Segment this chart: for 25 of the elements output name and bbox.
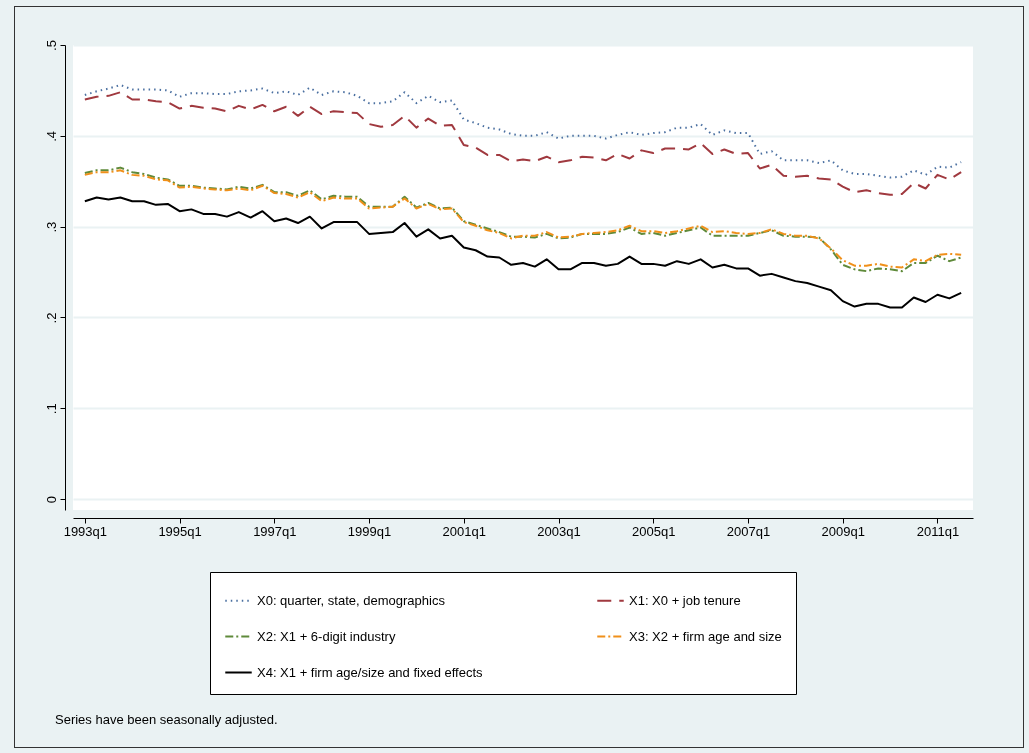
legend-label: X1: X0 + job tenure <box>629 592 741 608</box>
y-tick-label: .3 <box>43 221 59 233</box>
text: Series have been seasonally adjusted. <box>55 712 278 727</box>
y-tick-label: .1 <box>43 403 59 415</box>
x-tick-label: 1997q1 <box>253 523 297 539</box>
x-tick-label: 2007q1 <box>726 523 771 539</box>
x-tick-label: 2009q1 <box>821 523 865 539</box>
x-tick-label: 1993q1 <box>63 523 108 539</box>
x-tick-label: 2003q1 <box>537 523 581 539</box>
y-tick-label: .2 <box>43 312 59 324</box>
legend-label: X0: quarter, state, demographics <box>257 592 446 608</box>
legend-label: X3: X2 + firm age and size <box>629 628 782 644</box>
line-series <box>83 196 963 309</box>
legend-label: X4: X1 + firm age/size and fixed effects <box>257 664 484 680</box>
x-tick-label: 1999q1 <box>347 523 392 539</box>
y-tick-label: .4 <box>43 130 59 142</box>
x-tick-label: 2005q1 <box>632 523 676 539</box>
y-tick-label: 0 <box>43 495 59 504</box>
x-tick-label: 2011q1 <box>916 523 960 539</box>
line-series <box>83 91 963 196</box>
line-series <box>83 83 963 179</box>
y-tick-label: .5 <box>43 40 59 51</box>
legend-label: X2: X1 + 6-digit industry <box>257 628 396 644</box>
x-tick-label: 1995q1 <box>158 523 202 539</box>
x-tick-label: 2001q1 <box>442 523 486 539</box>
